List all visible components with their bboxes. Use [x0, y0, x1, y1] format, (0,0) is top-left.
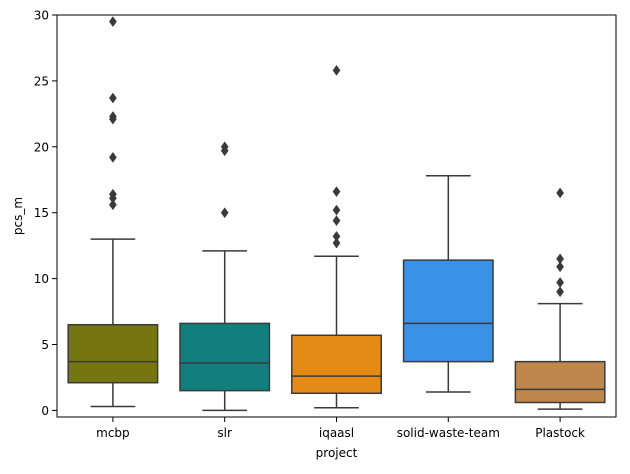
y-tick-label: 10	[34, 272, 49, 286]
outlier-point	[556, 253, 565, 265]
outlier-point	[332, 231, 341, 242]
box-group-slr	[179, 141, 271, 412]
outlier-point	[108, 92, 117, 104]
outlier-point	[556, 277, 565, 288]
outlier-point	[108, 199, 117, 211]
x-tick-label: solid-waste-team	[397, 426, 500, 440]
outlier-point	[332, 215, 341, 227]
x-tick-label: slr	[217, 426, 232, 440]
outlier-point	[556, 187, 565, 199]
x-axis-label: project	[316, 446, 358, 460]
iqr-box	[291, 334, 382, 395]
plot-layer	[67, 16, 606, 412]
y-tick-label: 5	[41, 338, 49, 352]
outlier-point	[332, 186, 341, 198]
box-group-mcbp	[67, 16, 159, 408]
x-tick-label: Plastock	[535, 426, 585, 440]
outlier-point	[108, 111, 117, 122]
outlier-point	[556, 286, 565, 298]
outlier-point	[556, 261, 565, 273]
y-tick-label: 15	[34, 206, 49, 220]
axis-layer: 0 5 10 15 20 25 30 mcbp slr iqaasl solid-waste-tea…	[34, 9, 585, 441]
iqr-box	[402, 259, 494, 363]
outlier-point	[220, 141, 229, 153]
y-tick-label: 25	[34, 74, 49, 88]
y-tick-label: 0	[41, 404, 49, 418]
box-group-solid-waste-team	[402, 175, 494, 393]
box-group-Plastock	[514, 187, 606, 410]
outlier-point	[332, 237, 341, 249]
outlier-point	[220, 207, 229, 219]
iqr-box	[67, 323, 159, 384]
y-axis-label: pcs_m	[11, 197, 25, 235]
outlier-point	[108, 16, 117, 28]
iqr-box	[514, 360, 606, 404]
outlier-point	[332, 64, 341, 76]
x-tick-label: iqaasl	[319, 426, 354, 440]
box-group-iqaasl	[291, 64, 382, 409]
outlier-point	[332, 204, 341, 216]
y-tick-label: 30	[34, 9, 49, 23]
y-tick-label: 20	[34, 140, 49, 154]
iqr-box	[179, 322, 271, 392]
x-tick-label: mcbp	[96, 426, 130, 440]
outlier-point	[108, 151, 117, 163]
outlier-point	[108, 188, 117, 200]
